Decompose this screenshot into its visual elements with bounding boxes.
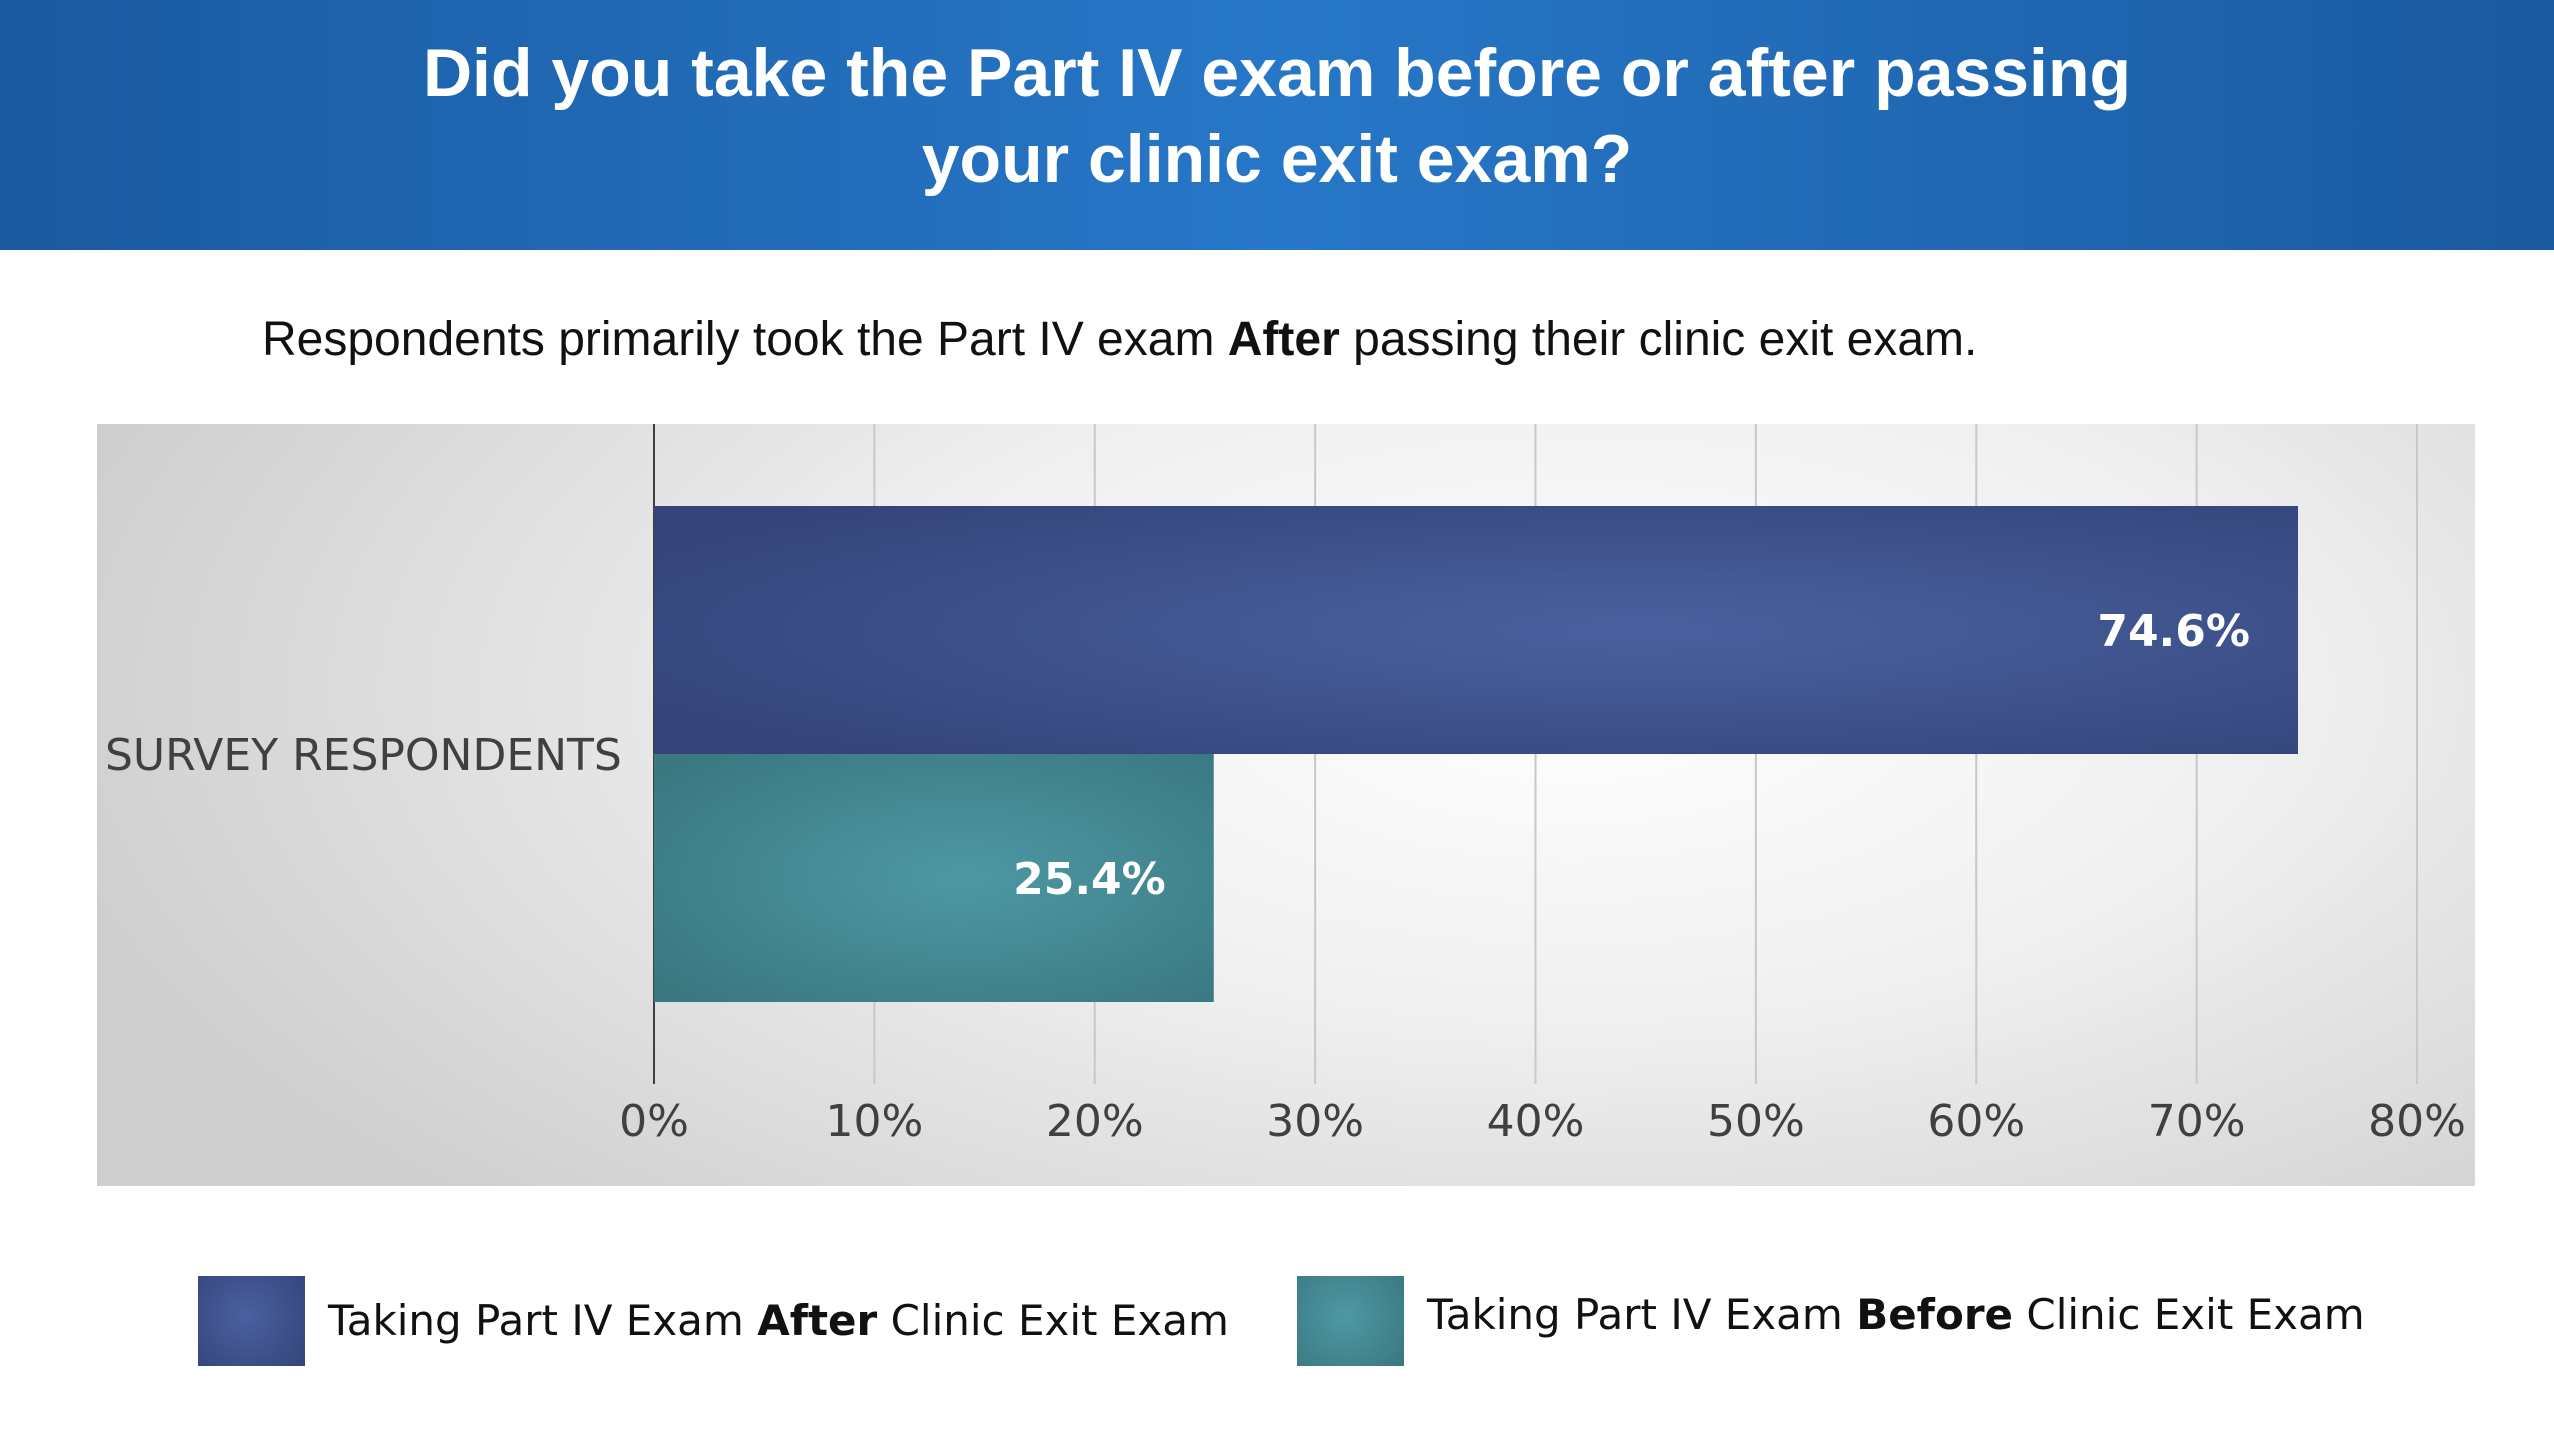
x-tick-label-10: 10% bbox=[825, 1096, 923, 1147]
category-label: SURVEY RESPONDENTS bbox=[105, 730, 622, 781]
header-banner: Did you take the Part IV exam before or … bbox=[0, 0, 2554, 250]
bar-chart: 0% 10% 20% 30% 40% 50% 60% 70% 80% SURVEY RESPOND… bbox=[105, 424, 2466, 1147]
x-tick-label-0: 0% bbox=[619, 1096, 689, 1147]
x-tick-label-60: 60% bbox=[1927, 1096, 2025, 1147]
legend-before-part2: Before bbox=[1856, 1290, 2014, 1339]
x-tick-label-80: 80% bbox=[2368, 1096, 2466, 1147]
chart-panel: 0% 10% 20% 30% 40% 50% 60% 70% 80% SURVEY RESPOND… bbox=[97, 424, 2475, 1186]
page-title: Did you take the Part IV exam before or … bbox=[0, 30, 2554, 202]
legend-before-part3: Clinic Exit Exam bbox=[2013, 1290, 2365, 1339]
legend-label-before: Taking Part IV Exam Before Clinic Exit E… bbox=[1427, 1290, 2365, 1339]
legend-after-part3: Clinic Exit Exam bbox=[877, 1296, 1229, 1345]
legend-label-after: Taking Part IV Exam After Clinic Exit Ex… bbox=[328, 1296, 1229, 1345]
bar-before bbox=[654, 754, 1214, 1002]
legend-after-part2: After bbox=[757, 1296, 878, 1345]
title-line-1: Did you take the Part IV exam before or … bbox=[422, 35, 2132, 111]
legend-swatch-before bbox=[1297, 1276, 1404, 1366]
data-label-after: 74.6% bbox=[2097, 606, 2250, 657]
x-tick-label-30: 30% bbox=[1266, 1096, 1364, 1147]
subtitle-text-bold: After bbox=[1227, 313, 1340, 366]
bar-after bbox=[654, 506, 2298, 754]
subtitle-text-end: passing their clinic exit exam. bbox=[1339, 313, 1978, 366]
legend-before-part1: Taking Part IV Exam bbox=[1427, 1290, 1857, 1339]
legend-after-part1: Taking Part IV Exam bbox=[328, 1296, 758, 1345]
legend-swatch-after bbox=[198, 1276, 305, 1366]
data-label-before: 25.4% bbox=[1013, 854, 1166, 905]
title-line-2: your clinic exit exam? bbox=[921, 121, 1633, 197]
x-tick-label-20: 20% bbox=[1046, 1096, 1144, 1147]
x-tick-label-70: 70% bbox=[2148, 1096, 2246, 1147]
subtitle-text-start: Respondents primarily took the Part IV e… bbox=[262, 313, 1228, 366]
x-tick-label-50: 50% bbox=[1707, 1096, 1805, 1147]
chart-subtitle: Respondents primarily took the Part IV e… bbox=[262, 312, 1977, 367]
x-tick-label-40: 40% bbox=[1487, 1096, 1585, 1147]
